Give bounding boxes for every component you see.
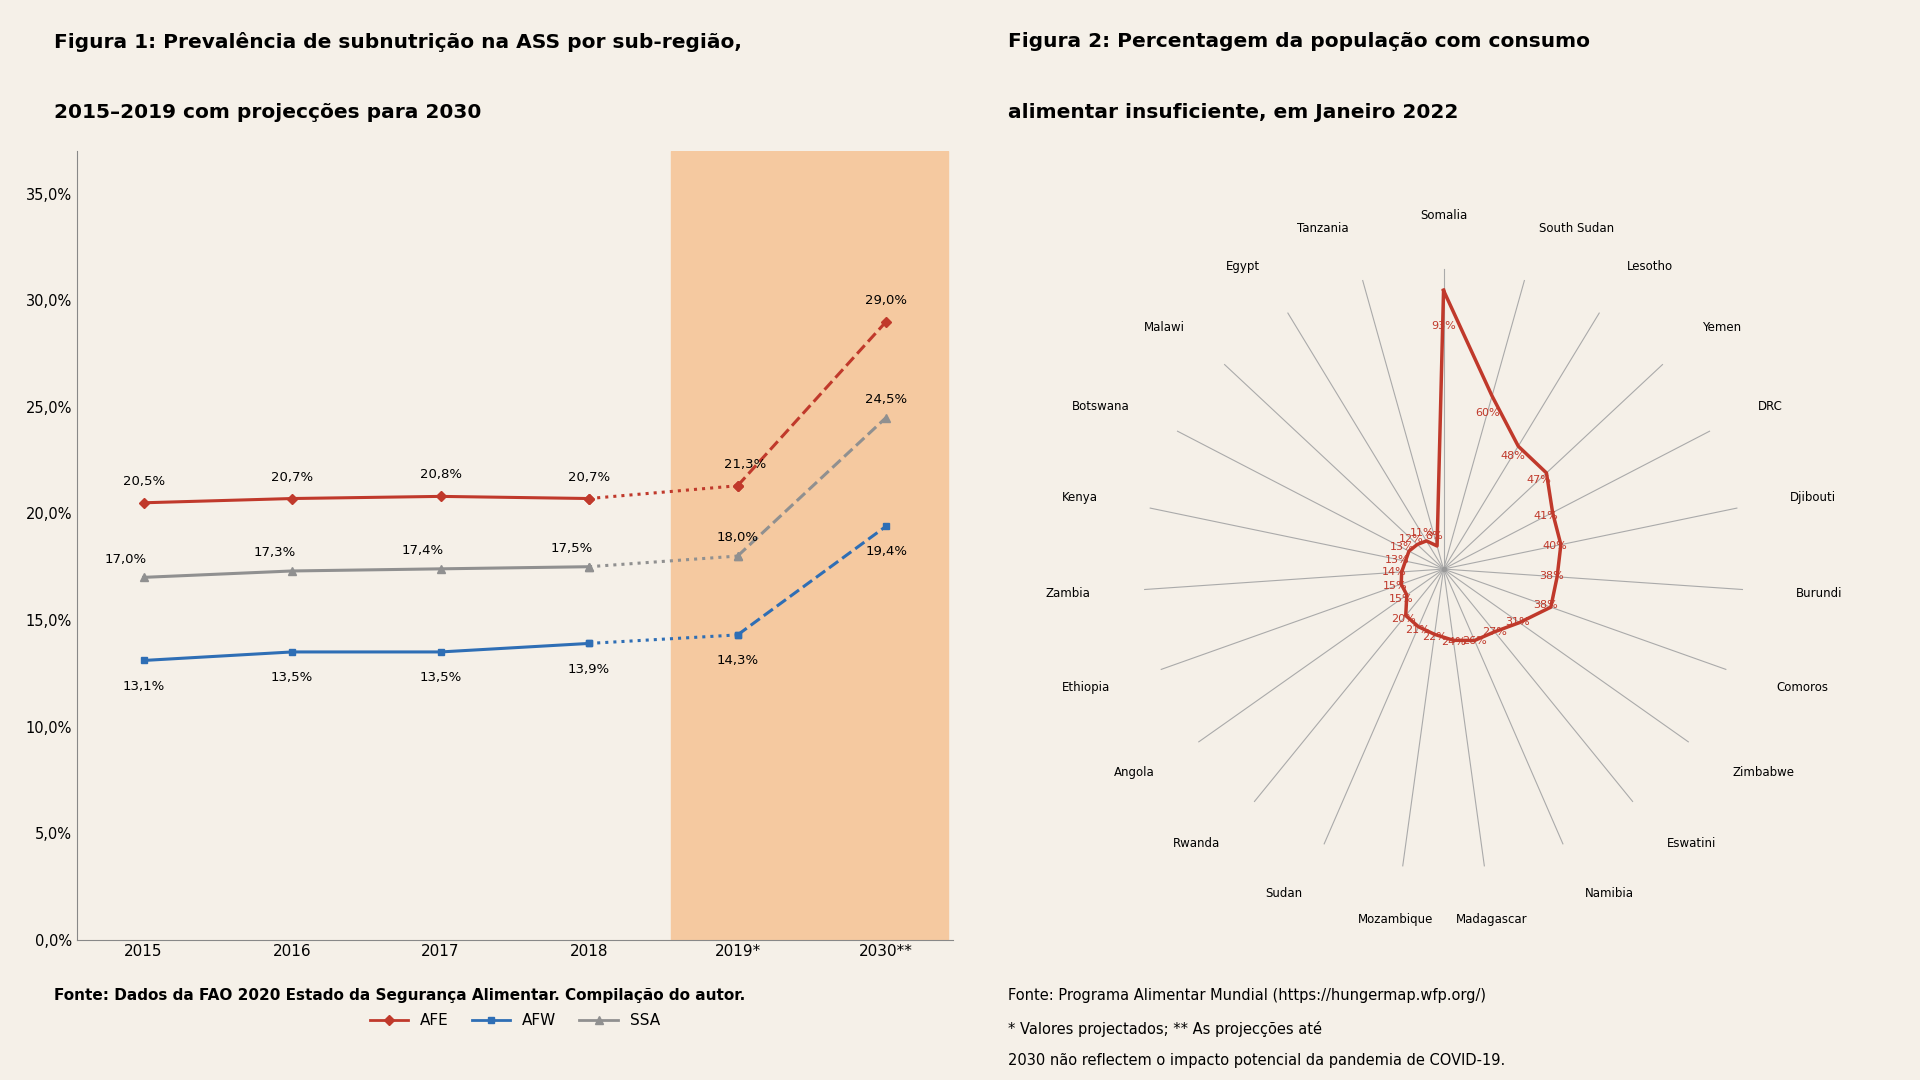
Text: Fonte: Dados da FAO 2020 Estado da Segurança Alimentar. Compilação do autor.: Fonte: Dados da FAO 2020 Estado da Segur…	[54, 988, 745, 1003]
Text: 17,4%: 17,4%	[401, 544, 444, 557]
Text: 11%: 11%	[1409, 528, 1434, 538]
Text: Burundi: Burundi	[1797, 586, 1843, 599]
Text: 17,5%: 17,5%	[551, 542, 593, 555]
Text: Madagascar: Madagascar	[1455, 913, 1528, 926]
Text: Angola: Angola	[1114, 767, 1154, 780]
Text: 20,5%: 20,5%	[123, 475, 165, 488]
Text: 20,7%: 20,7%	[271, 471, 313, 484]
Text: 12%: 12%	[1398, 534, 1423, 543]
Text: 13,5%: 13,5%	[419, 671, 461, 684]
Text: Sudan: Sudan	[1265, 887, 1302, 900]
Text: 15%: 15%	[1382, 581, 1407, 592]
Text: 40%: 40%	[1542, 541, 1567, 551]
Text: 14%: 14%	[1382, 567, 1407, 578]
Text: Eswatini: Eswatini	[1667, 837, 1716, 850]
Text: alimentar insuficiente, em Janeiro 2022: alimentar insuficiente, em Janeiro 2022	[1008, 103, 1459, 122]
Text: Comoros: Comoros	[1776, 680, 1828, 694]
Text: 60%: 60%	[1475, 407, 1500, 418]
Text: 14,3%: 14,3%	[716, 654, 758, 667]
Text: 38%: 38%	[1534, 600, 1557, 610]
Text: 24,5%: 24,5%	[866, 393, 906, 406]
Text: Rwanda: Rwanda	[1173, 837, 1221, 850]
Text: 13,9%: 13,9%	[568, 663, 611, 676]
Text: Somalia: Somalia	[1421, 210, 1467, 222]
Legend: AFE, AFW, SSA: AFE, AFW, SSA	[363, 1008, 666, 1035]
Text: 17,0%: 17,0%	[106, 553, 146, 566]
Text: Ethiopia: Ethiopia	[1062, 680, 1110, 694]
Text: 2030 não reflectem o impacto potencial da pandemia de COVID-19.: 2030 não reflectem o impacto potencial d…	[1008, 1053, 1505, 1068]
Text: 21,3%: 21,3%	[724, 458, 766, 471]
Text: 41%: 41%	[1534, 511, 1559, 521]
Text: 21%: 21%	[1405, 625, 1428, 635]
Text: Figura 1: Prevalência de subnutrição na ASS por sub-região,: Figura 1: Prevalência de subnutrição na …	[54, 32, 741, 53]
Text: 13,1%: 13,1%	[123, 679, 165, 692]
Text: Namibia: Namibia	[1584, 887, 1634, 900]
Bar	[670, 151, 948, 940]
Text: 15%: 15%	[1388, 594, 1413, 604]
Text: Botswana: Botswana	[1071, 400, 1129, 413]
Text: Fonte: Programa Alimentar Mundial (https://hungermap.wfp.org/): Fonte: Programa Alimentar Mundial (https…	[1008, 988, 1486, 1003]
Text: 27%: 27%	[1482, 627, 1507, 637]
Text: 2015–2019 com projecções para 2030: 2015–2019 com projecções para 2030	[54, 103, 482, 122]
Text: Malawi: Malawi	[1144, 321, 1185, 334]
Text: 93%: 93%	[1430, 321, 1455, 330]
Text: 47%: 47%	[1526, 475, 1551, 485]
Text: Kenya: Kenya	[1062, 490, 1098, 503]
Text: DRC: DRC	[1757, 400, 1782, 413]
Text: 24%: 24%	[1442, 637, 1467, 647]
Text: Figura 2: Percentagem da população com consumo: Figura 2: Percentagem da população com c…	[1008, 32, 1590, 52]
Text: 13%: 13%	[1390, 542, 1415, 553]
Text: 13%: 13%	[1386, 554, 1409, 565]
Text: Tanzania: Tanzania	[1296, 222, 1348, 235]
Text: Zimbabwe: Zimbabwe	[1732, 767, 1795, 780]
Text: 38%: 38%	[1540, 571, 1565, 581]
Text: Yemen: Yemen	[1701, 321, 1741, 334]
Text: 8%: 8%	[1425, 530, 1444, 541]
Text: Lesotho: Lesotho	[1628, 260, 1674, 273]
Text: Egypt: Egypt	[1225, 260, 1260, 273]
Text: 17,3%: 17,3%	[253, 546, 296, 559]
Text: 48%: 48%	[1500, 450, 1524, 460]
Text: 20,7%: 20,7%	[568, 471, 611, 484]
Text: 18,0%: 18,0%	[716, 531, 758, 544]
Text: 22%: 22%	[1421, 633, 1446, 643]
Text: 20,8%: 20,8%	[420, 469, 461, 482]
Text: 19,4%: 19,4%	[866, 545, 906, 558]
Text: Djibouti: Djibouti	[1789, 490, 1836, 503]
Text: * Valores projectados; ** As projecções até: * Valores projectados; ** As projecções …	[1008, 1021, 1323, 1037]
Text: Mozambique: Mozambique	[1357, 913, 1432, 926]
Text: Zambia: Zambia	[1046, 586, 1091, 599]
Text: 26%: 26%	[1463, 636, 1488, 646]
Text: 20%: 20%	[1390, 613, 1415, 624]
Text: South Sudan: South Sudan	[1540, 222, 1615, 235]
Text: 31%: 31%	[1505, 617, 1530, 626]
Text: 13,5%: 13,5%	[271, 671, 313, 684]
Text: 29,0%: 29,0%	[866, 294, 906, 307]
